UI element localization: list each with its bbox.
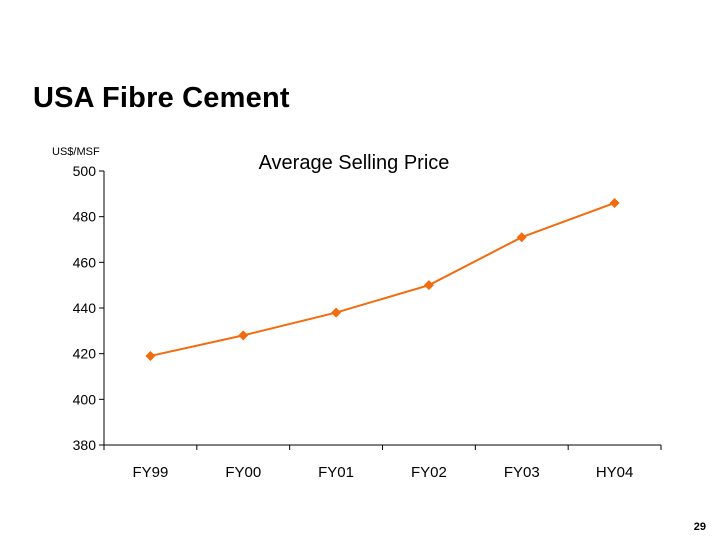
y-tick-label: 480 — [73, 209, 97, 225]
data-point-marker — [238, 330, 249, 341]
data-point-marker — [331, 307, 342, 318]
chart-title: Average Selling Price — [259, 152, 450, 174]
y-axis-label: US$/MSF — [52, 146, 100, 158]
y-tick-label: 400 — [73, 391, 97, 407]
chart-axes — [103, 171, 661, 446]
x-tick-label: FY03 — [504, 464, 540, 481]
x-tick-label: FY02 — [411, 464, 447, 481]
series-line — [150, 202, 615, 357]
y-tick-label: 440 — [73, 300, 97, 316]
data-point-marker — [516, 232, 527, 243]
y-tick-label: 460 — [73, 254, 97, 270]
x-tick-label: HY04 — [596, 464, 634, 481]
y-tick-label: 500 — [73, 163, 97, 179]
data-point-marker — [145, 350, 156, 361]
y-tick-label: 420 — [73, 346, 97, 362]
x-tick-label: FY00 — [225, 464, 261, 481]
data-point-marker — [609, 197, 620, 208]
x-tick-label: FY01 — [318, 464, 354, 481]
data-point-marker — [423, 280, 434, 291]
y-tick-label: 380 — [73, 437, 97, 453]
y-axis-ticks: 380 400 420 440 460 480 500 — [73, 163, 104, 453]
page-number: 29 — [693, 521, 706, 533]
series-group — [145, 197, 620, 361]
x-tick-label: FY99 — [132, 464, 168, 481]
slide-title: USA Fibre Cement — [33, 82, 290, 114]
x-axis-ticks: FY99 FY00 FY01 FY02 FY03 HY04 — [103, 445, 662, 481]
